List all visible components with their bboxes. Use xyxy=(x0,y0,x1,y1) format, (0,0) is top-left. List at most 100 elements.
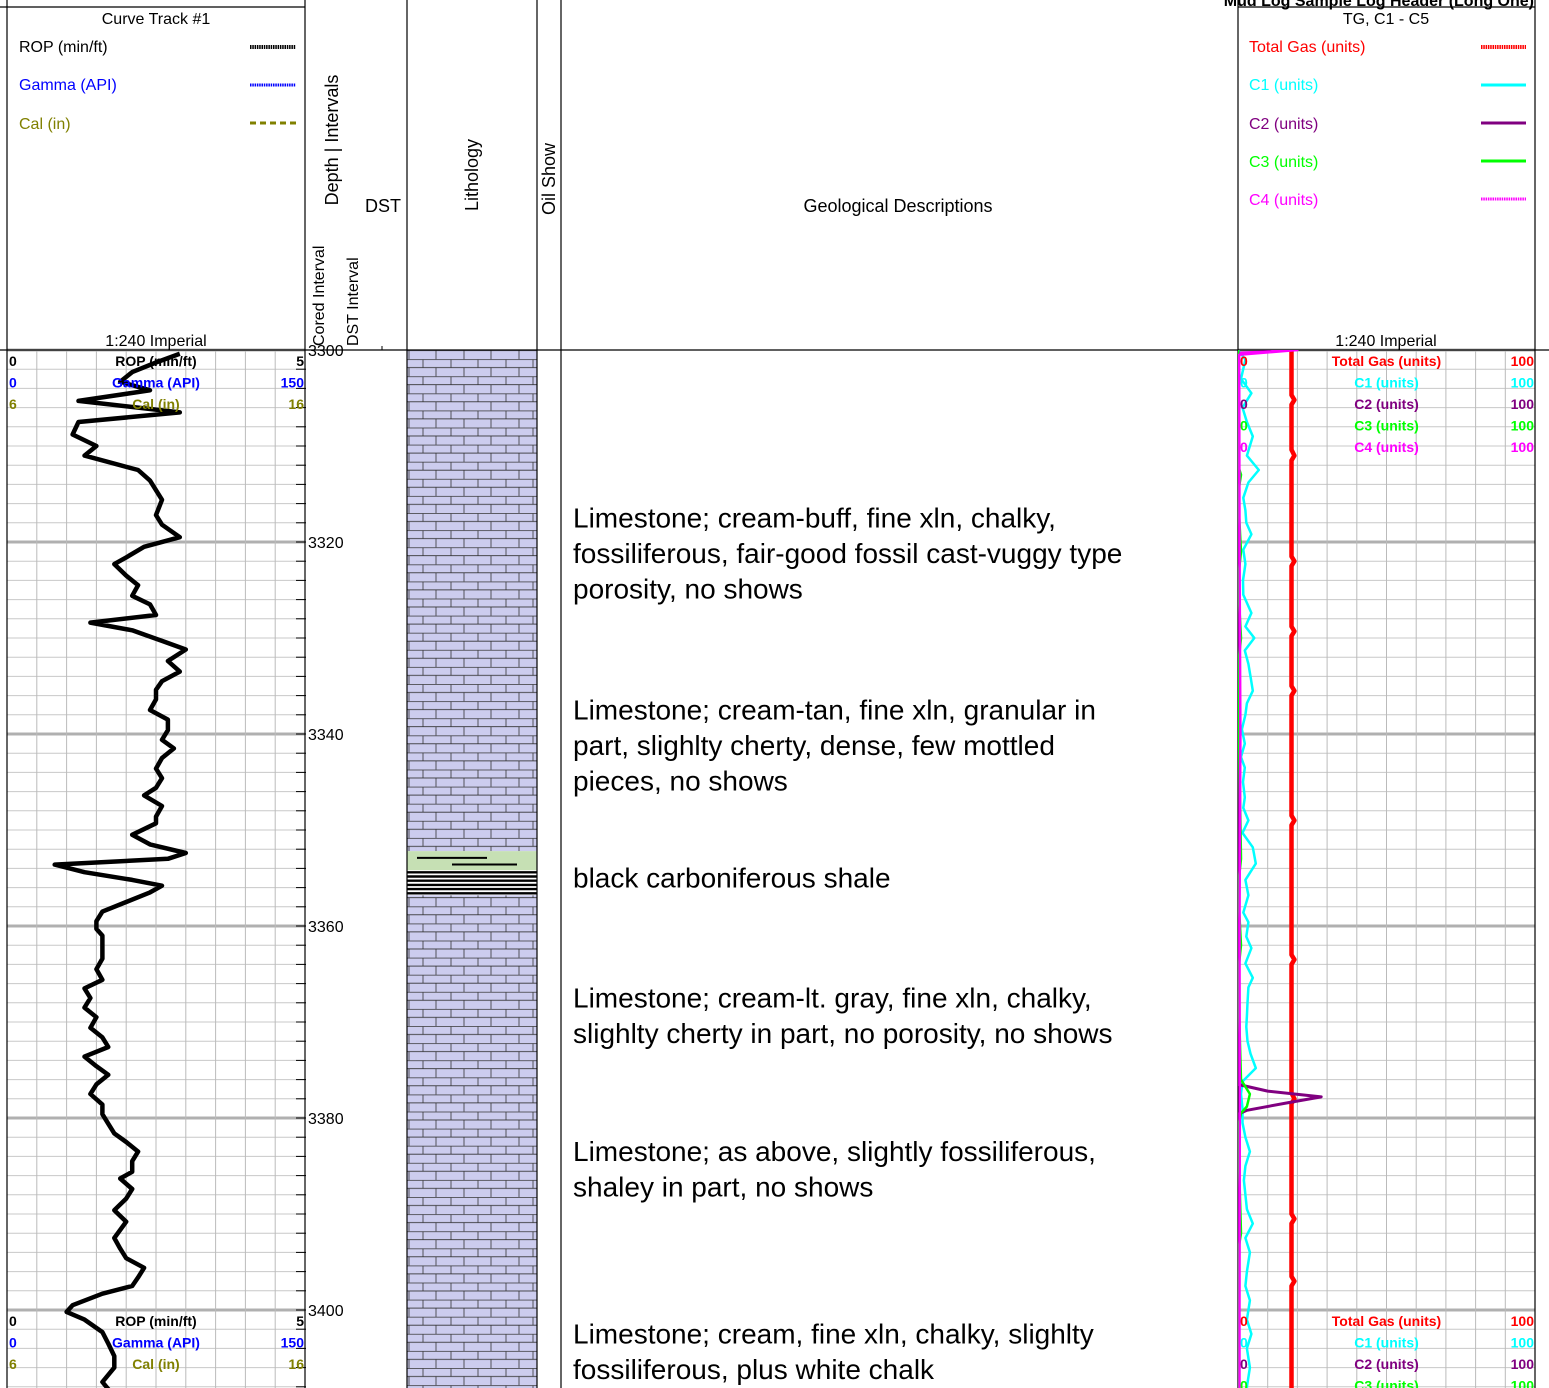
gas-scale-bottom-name: C3 (units) xyxy=(1354,1378,1419,1388)
lithology-header: Lithology xyxy=(462,139,482,211)
gas-scale-min: 0 xyxy=(1240,439,1248,455)
gas-scale-min: 0 xyxy=(1240,375,1248,391)
lithology-track xyxy=(407,350,537,1388)
curve-scale-bottom-max: 150 xyxy=(281,1335,305,1351)
description-line: part, slighlty cherty, dense, few mottle… xyxy=(573,730,1055,761)
gas-scale-bottom-min: 0 xyxy=(1240,1356,1248,1372)
description-6: Limestone; cream, fine xln, chalky, slig… xyxy=(573,1319,1094,1386)
lithology-shale-black xyxy=(407,870,537,896)
gas-scale-bottom-max: 100 xyxy=(1511,1378,1535,1388)
gas-scale-bottom-max: 100 xyxy=(1511,1313,1535,1329)
curve-track-title: Curve Track #1 xyxy=(102,11,211,28)
depth-intervals-header: Depth | Intervals xyxy=(322,75,342,206)
curve-scale-label: 1:240 Imperial xyxy=(105,333,206,350)
dst-interval-header: DST Interval xyxy=(345,257,362,346)
curve-scale-max: 5 xyxy=(296,353,304,369)
curve-scale-bottom-min: 0 xyxy=(9,1313,17,1329)
gas-scale-max: 100 xyxy=(1511,418,1535,434)
oil-show-header: Oil Show xyxy=(539,142,559,215)
description-line: fossiliferous, fair-good fossil cast-vug… xyxy=(573,538,1122,569)
series-total-gas-units xyxy=(1289,350,1297,1388)
curve-scale-min: 0 xyxy=(9,353,17,369)
description-line: slighlty cherty in part, no porosity, no… xyxy=(573,1018,1113,1049)
gas-scale-label: 1:240 Imperial xyxy=(1335,333,1436,350)
curve-scale-name: Gamma (API) xyxy=(112,375,200,391)
description-line: pieces, no shows xyxy=(573,766,788,797)
curve-scale-bottom-min: 0 xyxy=(9,1335,17,1351)
gas-scale-name: Total Gas (units) xyxy=(1332,353,1441,369)
description-line: Limestone; cream-lt. gray, fine xln, cha… xyxy=(573,983,1092,1014)
in-track-scale-labels: 0 ROP (min/ft) 5 0 Gamma (API) 150 6 Cal (in) 16… xyxy=(9,353,1534,1388)
gas-track-plot xyxy=(1238,350,1323,1388)
depth-label: 3380 xyxy=(308,1111,344,1128)
lithology-shale-green xyxy=(407,851,537,871)
gas-legend-c1: C1 (units) xyxy=(1249,77,1318,94)
curve-legend-cal: Cal (in) xyxy=(19,116,71,133)
gas-scale-bottom-min: 0 xyxy=(1240,1313,1248,1329)
description-4: Limestone; cream-lt. gray, fine xln, cha… xyxy=(573,983,1113,1050)
gas-track-header: TG, C1 - C5 Mud Log Sample Log Header (L… xyxy=(1224,0,1534,350)
curve-track-header: Curve Track #1 ROP (min/ft) Gamma (API) … xyxy=(19,11,296,350)
gas-scale-min: 0 xyxy=(1240,418,1248,434)
description-line: black carboniferous shale xyxy=(573,863,891,894)
curve-scale-bottom-name: ROP (min/ft) xyxy=(115,1313,196,1329)
gas-scale-min: 0 xyxy=(1240,396,1248,412)
gas-scale-min: 0 xyxy=(1240,353,1248,369)
curve-legend-rop: ROP (min/ft) xyxy=(19,39,108,56)
lithology-limestone xyxy=(407,350,537,852)
gas-scale-max: 100 xyxy=(1511,396,1535,412)
gas-legend-c4: C4 (units) xyxy=(1249,192,1318,209)
curve-legend-gamma: Gamma (API) xyxy=(19,77,117,94)
description-3: black carboniferous shale xyxy=(573,863,891,894)
gas-scale-bottom-min: 0 xyxy=(1240,1378,1248,1388)
description-line: fossiliferous, plus white chalk xyxy=(573,1354,935,1385)
lithology-limestone xyxy=(407,895,537,1388)
depth-label: 3320 xyxy=(308,535,344,552)
gas-track-title: TG, C1 - C5 xyxy=(1343,11,1429,28)
depth-label: 3360 xyxy=(308,919,344,936)
gas-scale-bottom-max: 100 xyxy=(1511,1335,1535,1351)
gas-scale-max: 100 xyxy=(1511,439,1535,455)
series-c4-units xyxy=(1238,350,1299,1388)
gas-scale-bottom-name: C1 (units) xyxy=(1354,1335,1419,1351)
grid-layer xyxy=(7,348,1535,1388)
gas-legend-total-gas: Total Gas (units) xyxy=(1249,39,1365,56)
depth-label: 3340 xyxy=(308,727,344,744)
gas-scale-name: C4 (units) xyxy=(1354,439,1419,455)
depth-label: 3400 xyxy=(308,1303,344,1320)
description-line: Limestone; as above, slightly fossilifer… xyxy=(573,1136,1096,1167)
description-2: Limestone; cream-tan, fine xln, granular… xyxy=(573,695,1096,797)
curve-scale-bottom-name: Cal (in) xyxy=(132,1356,179,1372)
description-1: Limestone; cream-buff, fine xln, chalky,… xyxy=(573,503,1122,605)
curve-track-plot xyxy=(52,351,189,1388)
gas-scale-bottom-min: 0 xyxy=(1240,1335,1248,1351)
top-right-banner: Mud Log Sample Log Header (Long One) xyxy=(1224,0,1534,10)
series-c2-units xyxy=(1238,350,1323,1388)
depth-labels: 3300 3320 3340 3360 3380 3400 xyxy=(308,343,344,1320)
series-rop-min-ft xyxy=(52,351,189,1388)
description-line: Limestone; cream-buff, fine xln, chalky, xyxy=(573,503,1056,534)
gas-scale-bottom-name: Total Gas (units) xyxy=(1332,1313,1441,1329)
geo-descriptions-header: Geological Descriptions xyxy=(803,196,992,216)
description-line: Limestone; cream, fine xln, chalky, slig… xyxy=(573,1319,1094,1350)
description-5: Limestone; as above, slightly fossilifer… xyxy=(573,1136,1096,1203)
gas-scale-name: C1 (units) xyxy=(1354,375,1419,391)
curve-scale-bottom-name: Gamma (API) xyxy=(112,1335,200,1351)
curve-scale-min: 0 xyxy=(9,375,17,391)
curve-scale-max: 16 xyxy=(288,396,304,412)
cored-interval-header: Cored Interval xyxy=(311,246,328,347)
curve-scale-max: 150 xyxy=(281,375,305,391)
curve-scale-bottom-max: 5 xyxy=(296,1313,304,1329)
geological-descriptions: Limestone; cream-buff, fine xln, chalky,… xyxy=(573,503,1122,1386)
description-line: Limestone; cream-tan, fine xln, granular… xyxy=(573,695,1096,726)
gas-legend-c3: C3 (units) xyxy=(1249,154,1318,171)
gas-scale-name: C3 (units) xyxy=(1354,418,1419,434)
gas-legend-c2: C2 (units) xyxy=(1249,116,1318,133)
curve-scale-bottom-min: 6 xyxy=(9,1356,17,1372)
curve-scale-name: Cal (in) xyxy=(132,396,179,412)
gas-scale-bottom-name: C2 (units) xyxy=(1354,1356,1419,1372)
series-c1-units xyxy=(1238,350,1261,1388)
curve-scale-bottom-max: 16 xyxy=(288,1356,304,1372)
curve-scale-name: ROP (min/ft) xyxy=(115,353,196,369)
